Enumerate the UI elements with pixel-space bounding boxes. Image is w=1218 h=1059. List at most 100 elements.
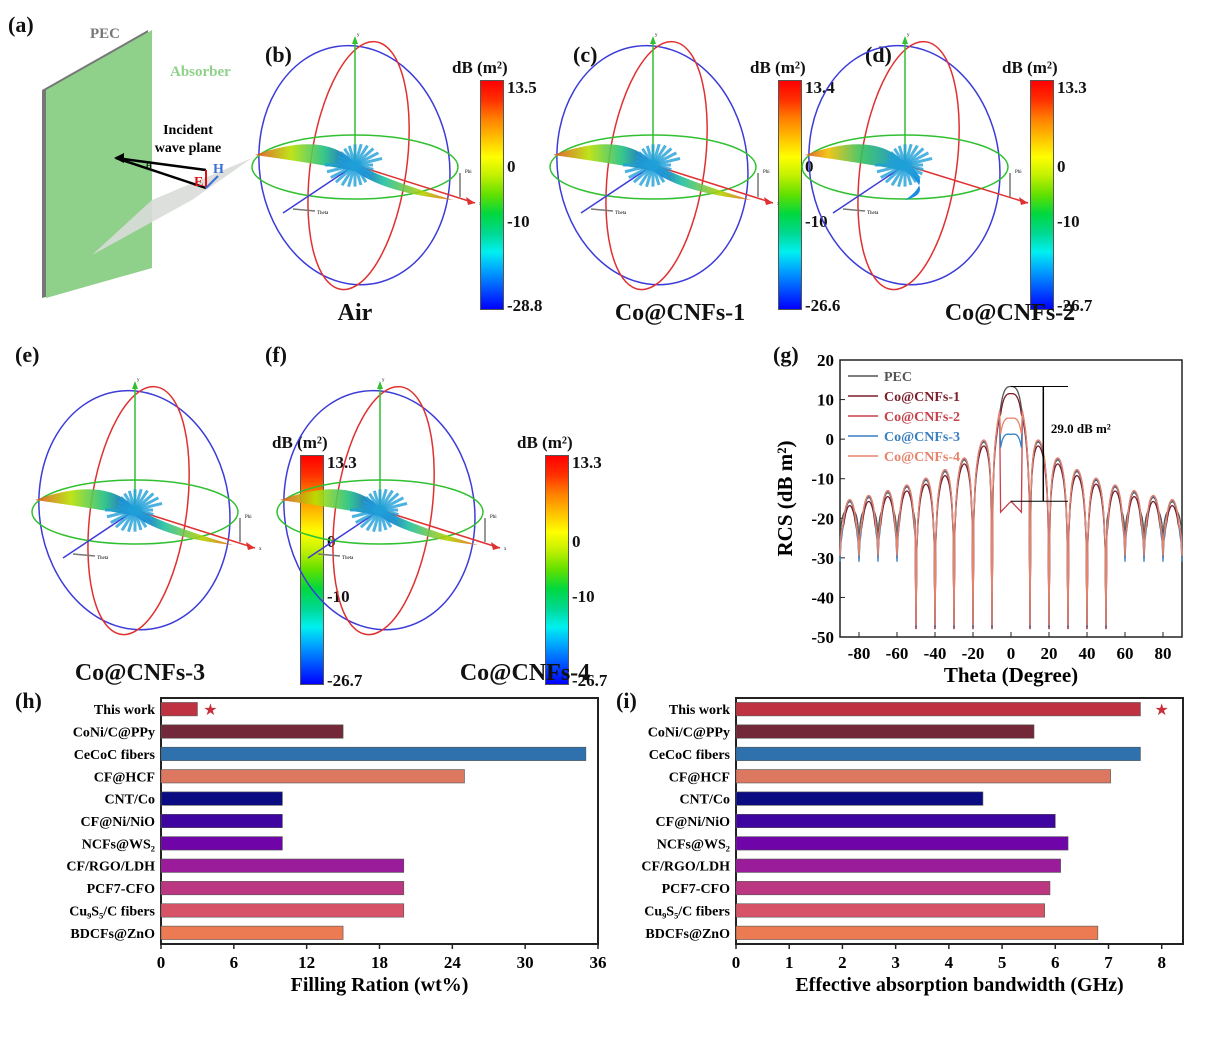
- arrowhead: [114, 153, 124, 163]
- z-axis: [832, 164, 906, 214]
- colorbar-max: 13.5: [507, 78, 537, 97]
- colorbar-gradient: [545, 455, 569, 685]
- legend-label: Co@CNFs-1: [884, 390, 960, 405]
- caption-e: Co@CNFs-3: [74, 660, 206, 686]
- x-tick-label: 7: [1104, 953, 1113, 972]
- pec-label: PEC: [90, 26, 120, 42]
- panel-label-g: (g): [773, 342, 799, 367]
- x-axis: [904, 164, 1029, 204]
- x-tick-label: 0: [1007, 644, 1016, 663]
- x-tick-label: 4: [945, 953, 954, 972]
- side-lobe-spike: [354, 157, 383, 167]
- y-tick-label: 10: [817, 391, 834, 410]
- bar: [160, 858, 405, 873]
- category-label: BDCFs@ZnO: [70, 927, 155, 942]
- category-label: CF@Ni/NiO: [81, 815, 156, 830]
- bandwidth-bar-chart: This work ★ CoNi/C@PPy CeCoC fibers CF@HCF CN…: [641, 697, 1184, 996]
- bar: [735, 769, 1111, 784]
- e-label: E: [194, 175, 203, 190]
- x-axis-label: Effective absorption bandwidth (GHz): [795, 974, 1123, 996]
- annotation-label: 29.0 dB m²: [1051, 421, 1111, 436]
- x-tick-label: 8: [1157, 953, 1166, 972]
- z-axis: [580, 164, 654, 214]
- x-tick-label: 5: [998, 953, 1007, 972]
- theta-arrow: [72, 553, 96, 557]
- caption-d: Co@CNFs-2: [944, 300, 1076, 326]
- theta-arrow: [292, 208, 316, 212]
- x-axis: [652, 164, 774, 204]
- colorbar-minus10: -10: [507, 212, 530, 231]
- category-label: CeCoC fibers: [649, 748, 731, 763]
- blue-ellipse: [38, 389, 231, 631]
- x-tick-label: -40: [924, 644, 947, 663]
- category-label: CF/RGO/LDH: [641, 860, 730, 875]
- colorbar-minus10: -10: [805, 212, 828, 231]
- y-tick-label: -10: [811, 470, 834, 489]
- bar: [160, 724, 344, 739]
- panel-label-b: (b): [265, 42, 292, 67]
- category-label: CF@HCF: [94, 770, 155, 785]
- phi-label: Phi: [245, 515, 252, 520]
- y-tick-label: -40: [811, 588, 834, 607]
- theta-label: Theta: [342, 556, 354, 561]
- y-label: y: [357, 33, 360, 38]
- colorbar-zero: 0: [327, 532, 336, 551]
- side-lobe-spike: [379, 502, 408, 512]
- legend-label: Co@CNFs-2: [884, 410, 960, 425]
- colorbar-minus10: -10: [1057, 212, 1080, 231]
- bar: [735, 858, 1061, 873]
- side-lobe-spike: [134, 502, 163, 512]
- z-axis: [282, 164, 356, 214]
- y-label: y: [655, 33, 658, 38]
- colorbar-f: dB (m²) 13.3 0 -10 -26.7: [517, 433, 645, 705]
- y-tick-label: -50: [811, 628, 834, 647]
- bar: [160, 769, 465, 784]
- x-tick-label: 80: [1155, 644, 1172, 663]
- x-tick-label: 6: [1051, 953, 1060, 972]
- x-tick-label: 60: [1117, 644, 1134, 663]
- colorbar-max: 13.4: [805, 78, 835, 97]
- category-label: CF@Ni/NiO: [656, 815, 731, 830]
- x-tick-label: 36: [590, 953, 607, 972]
- y-tick-label: 0: [826, 430, 835, 449]
- x-tick-label: 12: [298, 953, 315, 972]
- category-label: CF@HCF: [669, 770, 730, 785]
- category-label: CoNi/C@PPy: [73, 726, 155, 741]
- theta-label: Theta: [317, 211, 329, 216]
- colorbar-max: 13.3: [327, 453, 357, 472]
- category-label: NCFs@WS₂: [82, 837, 155, 852]
- bar: [735, 724, 1035, 739]
- x-tick-label: 30: [517, 953, 534, 972]
- category-label: PCF7-CFO: [87, 882, 156, 897]
- panel-label-c: (c): [573, 42, 598, 67]
- category-label: This work: [94, 703, 155, 718]
- category-label: CF/RGO/LDH: [66, 860, 155, 875]
- z-axis: [307, 509, 381, 559]
- bar: [160, 702, 198, 717]
- panel-label-a: (a): [8, 12, 34, 37]
- series-line-Co@CNFs-3: [839, 411, 1183, 626]
- colorbar-gradient: [778, 80, 802, 310]
- panel-label-f: (f): [265, 342, 287, 367]
- main-lobe: [35, 489, 233, 545]
- caption-c: Co@CNFs-1: [614, 300, 746, 326]
- category-label: Cu₉S₅/C fibers: [69, 904, 155, 919]
- colorbar-gradient: [1030, 80, 1054, 310]
- x-tick-label: 40: [1079, 644, 1096, 663]
- caption-f: Co@CNFs-4: [459, 660, 591, 686]
- colorbar-zero: 0: [1057, 157, 1066, 176]
- x-tick-label: -20: [962, 644, 985, 663]
- phi-label: Phi: [763, 170, 770, 175]
- x-tick-label: 18: [371, 953, 388, 972]
- category-label: NCFs@WS₂: [657, 837, 730, 852]
- h-field-arrow: [205, 175, 219, 189]
- x-axis-label: Theta (Degree): [944, 663, 1078, 687]
- wave-vector-2: [115, 156, 207, 190]
- x-axis: [354, 164, 476, 204]
- category-label: CNT/Co: [679, 793, 730, 808]
- phi-label: Phi: [490, 515, 497, 520]
- x-tick-label: 6: [230, 953, 239, 972]
- rcs-setup-diagram: PEC Absorber Incident wave plane θ E H: [42, 26, 252, 298]
